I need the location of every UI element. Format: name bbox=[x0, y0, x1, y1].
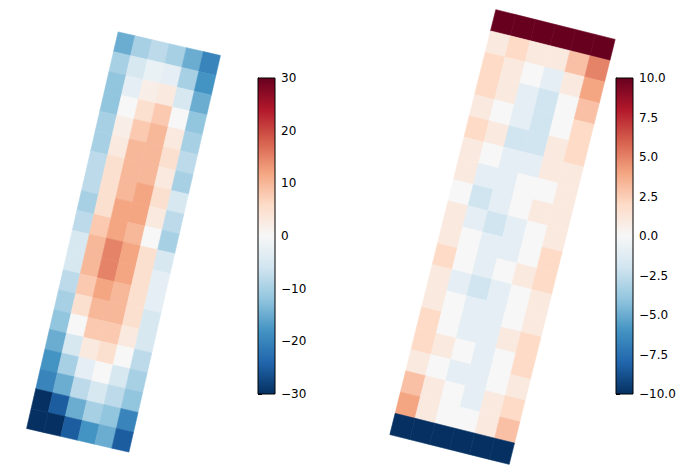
svg-text:7.5: 7.5 bbox=[639, 111, 658, 125]
svg-text:30: 30 bbox=[281, 71, 296, 85]
svg-text:5.0: 5.0 bbox=[639, 150, 658, 164]
svg-text:2.5: 2.5 bbox=[639, 190, 658, 204]
svg-text:0: 0 bbox=[281, 229, 289, 243]
svg-text:10.0: 10.0 bbox=[639, 71, 666, 85]
svg-text:−30: −30 bbox=[281, 387, 306, 401]
svg-text:10: 10 bbox=[281, 176, 296, 190]
svg-text:−5.0: −5.0 bbox=[639, 308, 668, 322]
svg-text:−10.0: −10.0 bbox=[639, 387, 676, 401]
svg-text:−10: −10 bbox=[281, 282, 306, 296]
svg-text:−2.5: −2.5 bbox=[639, 269, 668, 283]
svg-text:20: 20 bbox=[281, 124, 296, 138]
svg-text:0.0: 0.0 bbox=[639, 229, 658, 243]
svg-text:−7.5: −7.5 bbox=[639, 348, 668, 362]
svg-text:−20: −20 bbox=[281, 334, 306, 348]
